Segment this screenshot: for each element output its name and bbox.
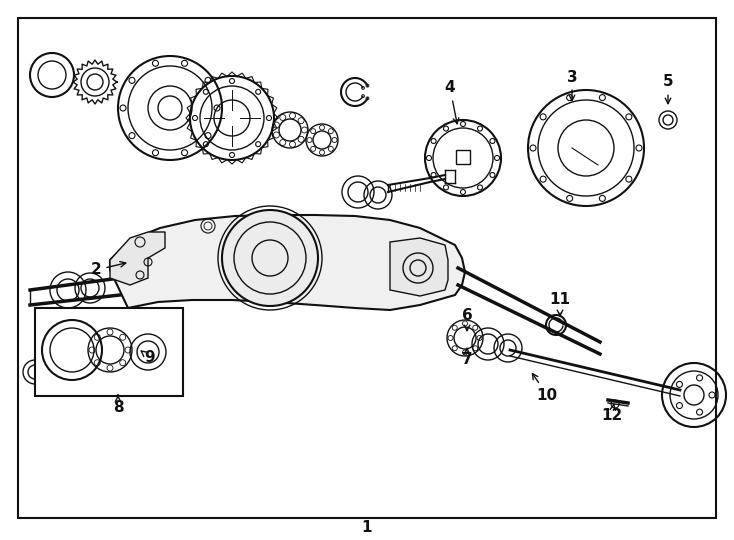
Text: 10: 10 — [532, 374, 558, 402]
Text: 2: 2 — [90, 261, 126, 278]
Polygon shape — [390, 238, 448, 296]
Bar — [35, 308, 183, 396]
Text: 8: 8 — [113, 395, 123, 415]
Text: 5: 5 — [663, 75, 673, 104]
Text: 4: 4 — [445, 80, 459, 124]
Polygon shape — [110, 215, 465, 310]
Bar — [456, 150, 470, 164]
Circle shape — [222, 210, 318, 306]
Text: 11: 11 — [550, 293, 570, 316]
Text: 1: 1 — [362, 519, 372, 535]
Text: 7: 7 — [462, 348, 472, 368]
Polygon shape — [110, 232, 165, 285]
Text: 3: 3 — [567, 70, 578, 100]
Text: 6: 6 — [462, 307, 473, 330]
Text: 12: 12 — [601, 404, 622, 422]
Text: 9: 9 — [141, 350, 156, 366]
